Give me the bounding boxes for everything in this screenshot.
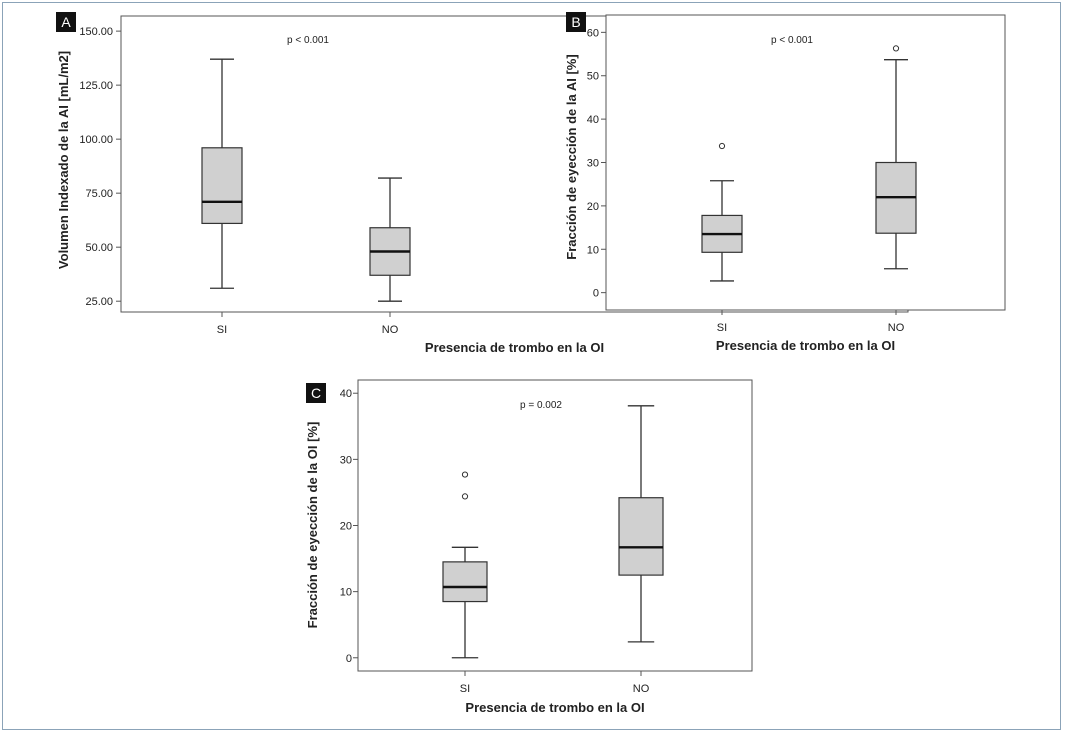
y-axis-label: Fracción de eyección de la OI [%] [305,422,320,629]
iqr-box [201,147,243,225]
y-tick-label: 100.00 [79,134,113,146]
y-tick-label: 10 [340,587,352,599]
p-value-annotation: p < 0.001 [771,35,813,46]
box-no [369,177,411,302]
x-axis-label: Presencia de trombo en la OI [425,340,604,355]
iqr-box [618,497,664,576]
y-tick-label: 20 [340,521,352,533]
box-si [201,58,243,289]
y-tick-label: 40 [340,388,352,400]
x-tick-label: NO [382,324,399,336]
p-value-annotation: p < 0.001 [287,35,329,46]
x-axis-label: Presencia de trombo en la OI [716,338,895,353]
box-no [618,405,664,643]
box-no [875,45,917,270]
y-tick-label: 40 [587,114,599,126]
box-si [701,142,743,282]
chart-panel-b: B 60 50 40 30 20 10 0 SI NO Presencia de trombo en… [564,12,1006,353]
y-tick-label: 125.00 [79,80,113,92]
panel-label: A [61,14,71,30]
x-tick-label: SI [217,324,227,336]
x-tick-label: SI [460,683,470,695]
plot-area [357,379,753,672]
y-tick-label: 10 [587,244,599,256]
panel-label: B [571,14,580,30]
y-tick-label: 50.00 [85,242,113,254]
panel-badge [566,12,586,32]
x-axis-label: Presencia de trombo en la OI [465,700,644,715]
y-tick-label: 60 [587,27,599,39]
y-axis-label: Volumen Indexado de la AI [mL/m2] [56,51,71,269]
p-value-annotation: p = 0.002 [520,400,562,411]
box-si [442,471,488,659]
y-tick-label: 0 [593,288,599,300]
y-tick-label: 75.00 [85,188,113,200]
outlier-point [461,493,469,500]
y-tick-label: 20 [587,201,599,213]
iqr-box [442,561,488,603]
outlier-point [461,471,469,478]
panel-badge [306,383,326,403]
x-tick-label: SI [717,322,727,334]
y-tick-label: 0 [346,653,352,665]
y-tick-label: 30 [340,454,352,466]
outlier-point [718,142,726,150]
x-tick-label: NO [888,322,905,334]
panel-label: C [311,385,321,401]
y-axis-label: Fracción de eyección de la AI [%] [564,54,579,259]
x-tick-label: NO [633,683,650,695]
y-tick-label: 25.00 [85,296,113,308]
panel-badge [56,12,76,32]
plot-area [605,14,1006,311]
y-tick-label: 50 [587,71,599,83]
y-tick-label: 30 [587,158,599,170]
y-tick-label: 150.00 [79,26,113,38]
outlier-point [892,45,900,52]
chart-panel-c: C 40 30 20 10 0 SI NO Presencia de trombo en la … [305,379,753,715]
